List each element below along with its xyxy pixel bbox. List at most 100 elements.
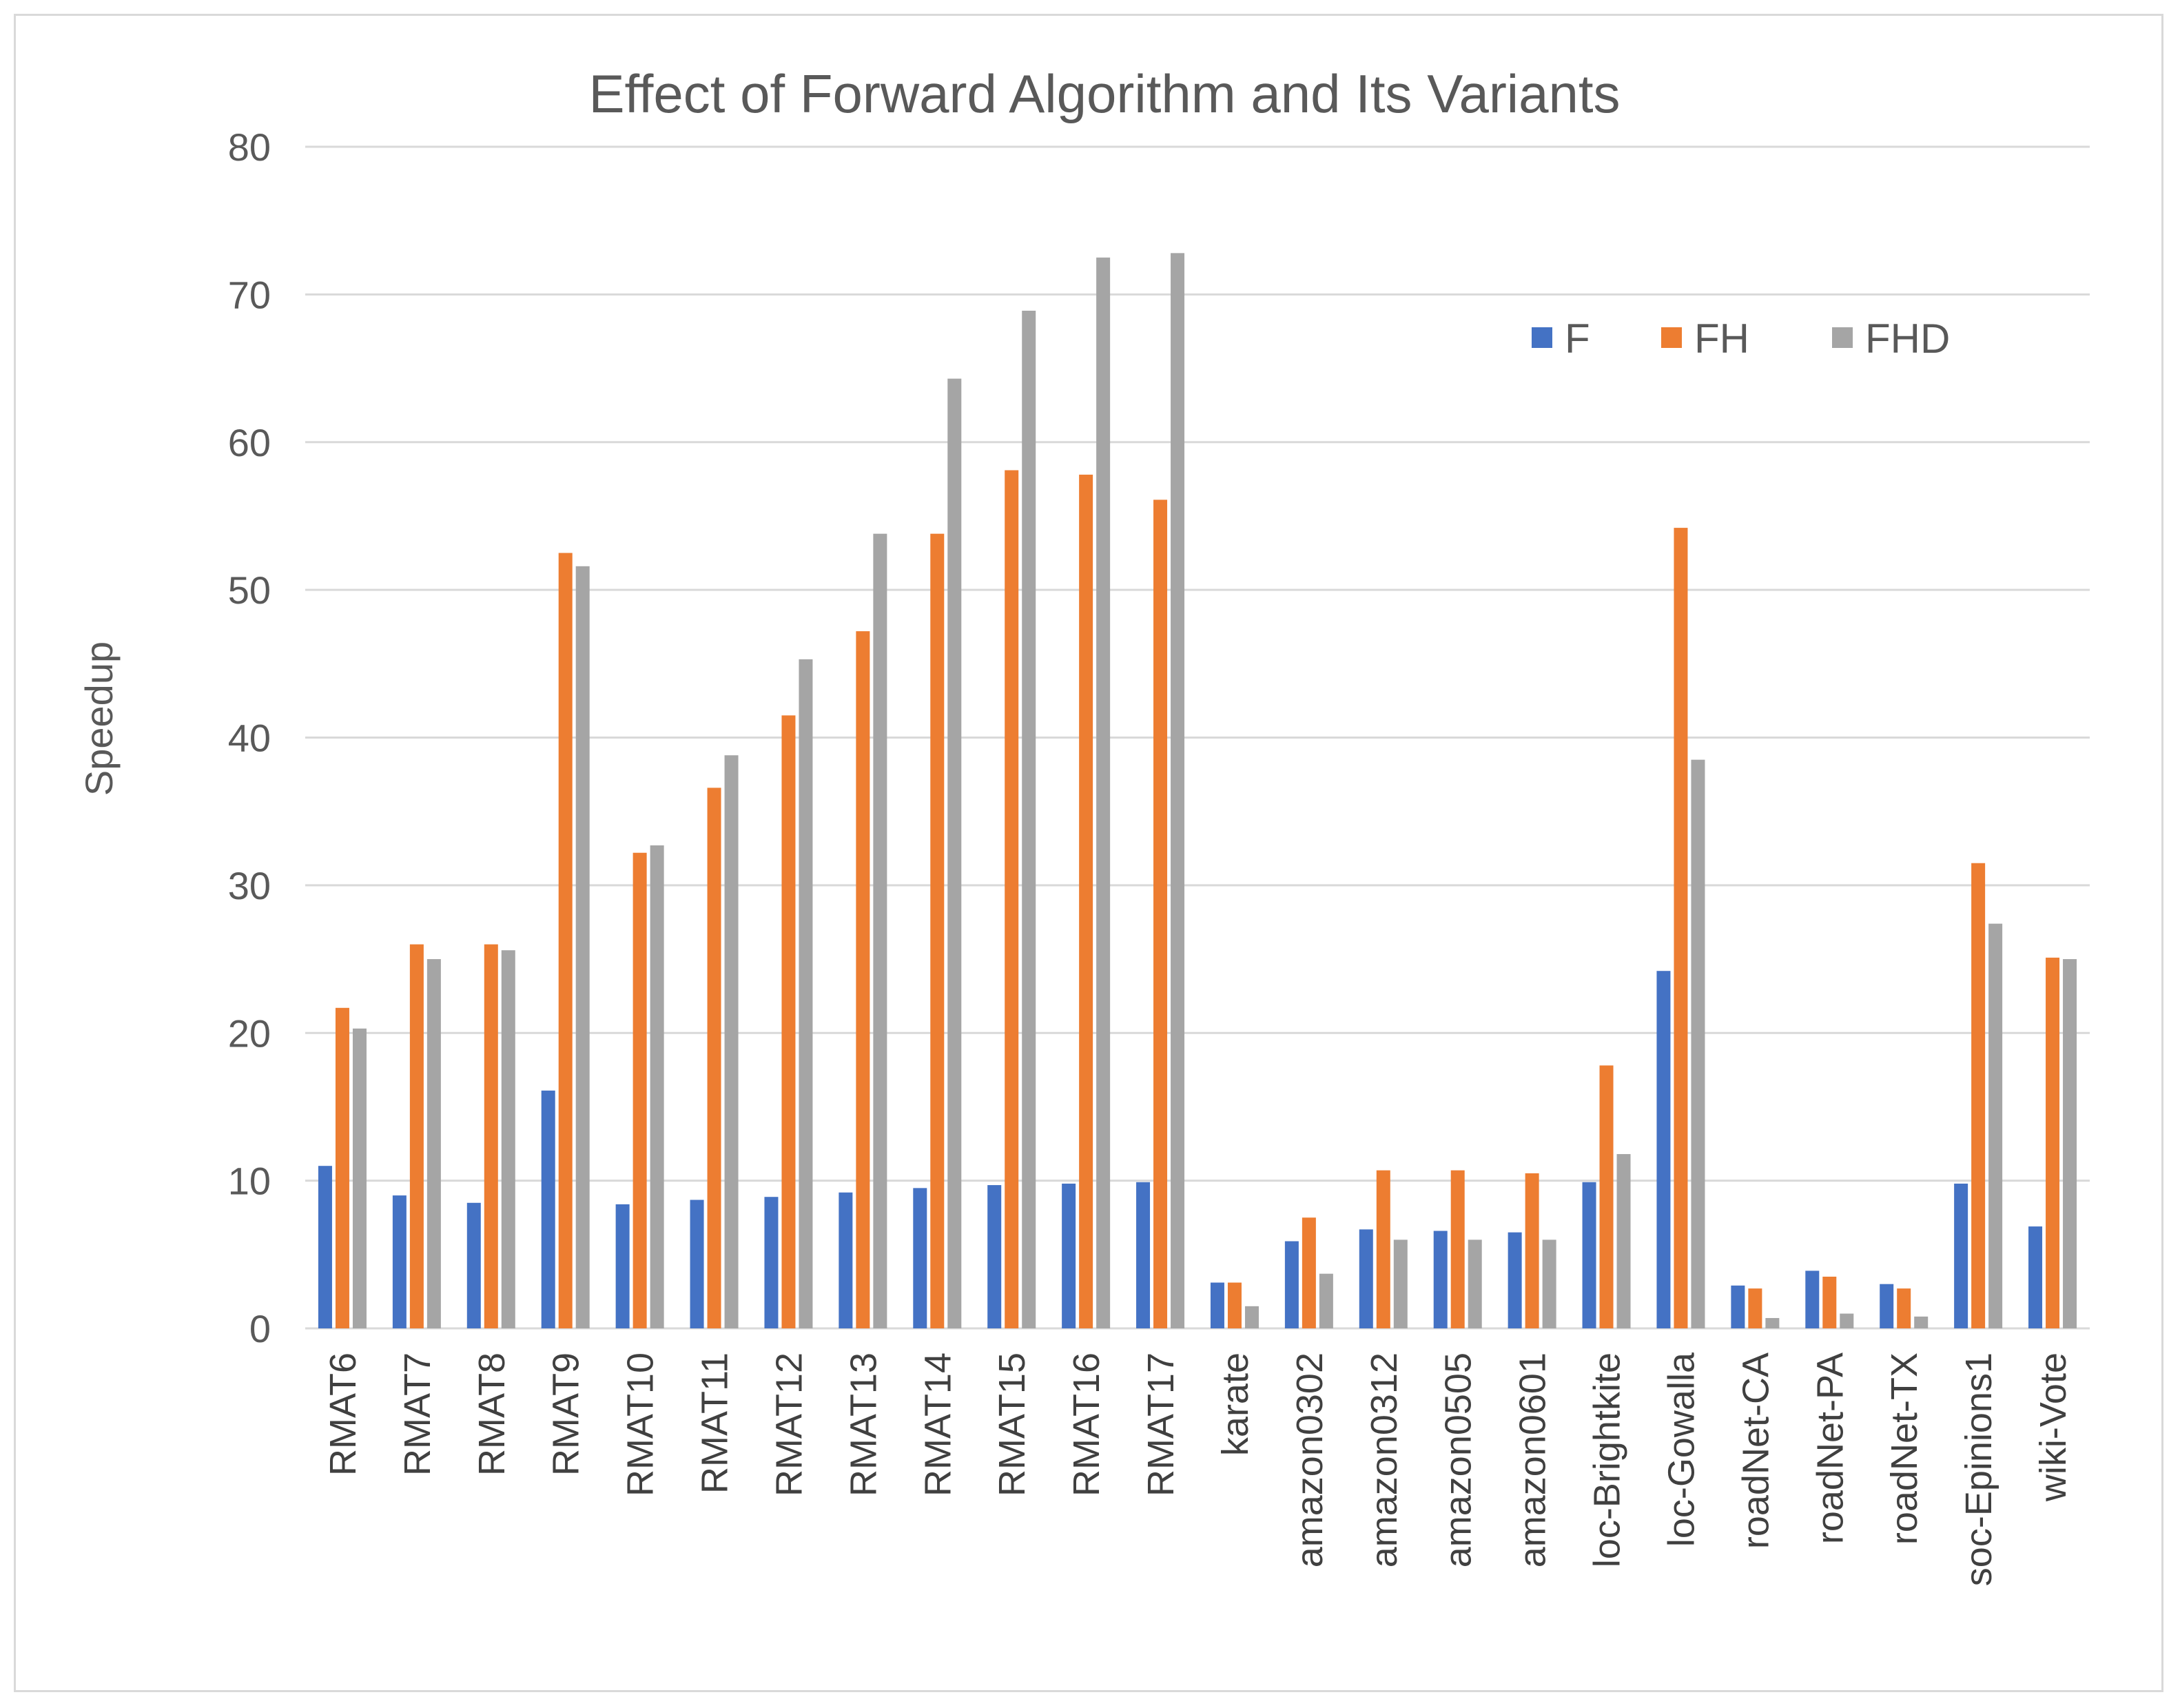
bar-group-RMAT6 <box>318 1007 367 1328</box>
legend-swatch-FH <box>1661 327 1682 348</box>
bar-FHD-roadNet-PA <box>1840 1313 1854 1328</box>
bar-FHD-RMAT16 <box>1096 257 1111 1328</box>
bar-FH-amazon0312 <box>1376 1170 1390 1328</box>
legend-item-FH: FH <box>1661 316 1749 362</box>
bar-F-RMAT16 <box>1062 1183 1076 1328</box>
bar-F-RMAT11 <box>690 1200 704 1328</box>
bar-group-RMAT17 <box>1136 253 1185 1329</box>
bar-FHD-karate <box>1244 1306 1259 1328</box>
bar-group-RMAT9 <box>541 553 590 1329</box>
x-category-label: RMAT6 <box>322 1352 364 1476</box>
chart-frame: Effect of Forward Algorithm and Its Vari… <box>14 14 2163 1692</box>
bar-group-loc-Brightkite <box>1582 1065 1631 1328</box>
x-category-label: roadNet-PA <box>1809 1352 1851 1544</box>
bar-group-RMAT12 <box>764 659 813 1328</box>
x-category-label: amazon0601 <box>1512 1352 1554 1567</box>
bars <box>318 253 2077 1329</box>
bar-FH-roadNet-TX <box>1897 1288 1911 1328</box>
y-tick-label: 30 <box>228 864 271 907</box>
bar-F-wiki-Vote <box>2028 1226 2043 1328</box>
legend-item-F: F <box>1532 316 1590 362</box>
x-category-label: roadNet-CA <box>1735 1352 1776 1549</box>
bar-FH-RMAT13 <box>856 631 870 1328</box>
gridlines <box>305 145 2090 1330</box>
bar-FH-RMAT8 <box>484 944 498 1328</box>
x-category-label: loc-Gowalla <box>1660 1352 1702 1547</box>
bar-chart: Effect of Forward Algorithm and Its Vari… <box>77 63 2090 1586</box>
bar-FHD-loc-Gowalla <box>1691 759 1705 1328</box>
bar-FH-roadNet-PA <box>1822 1276 1837 1328</box>
x-category-label: RMAT10 <box>620 1352 661 1496</box>
bar-F-roadNet-CA <box>1731 1285 1745 1328</box>
x-category-label: RMAT9 <box>546 1352 587 1476</box>
bar-FHD-loc-Brightkite <box>1616 1154 1631 1328</box>
x-category-label: karate <box>1215 1352 1256 1456</box>
bar-FHD-RMAT14 <box>947 378 962 1328</box>
bar-FHD-RMAT13 <box>873 533 887 1328</box>
y-tick-label: 70 <box>228 273 271 316</box>
y-tick-label: 60 <box>228 421 271 464</box>
y-axis-title: Speedup <box>77 641 121 796</box>
bar-F-RMAT15 <box>987 1185 1002 1328</box>
bar-FH-loc-Gowalla <box>1674 528 1688 1328</box>
x-category-label: wiki-Vote <box>2033 1352 2074 1502</box>
x-category-label: amazon0302 <box>1289 1352 1330 1567</box>
y-tick-label: 50 <box>228 568 271 612</box>
bar-FH-RMAT11 <box>707 788 721 1328</box>
bar-FH-RMAT7 <box>409 944 424 1328</box>
bar-FH-RMAT14 <box>930 533 945 1328</box>
bar-FHD-roadNet-TX <box>1914 1316 1929 1328</box>
x-category-label: amazon0312 <box>1364 1352 1405 1567</box>
bar-F-RMAT14 <box>913 1188 927 1328</box>
bar-FH-RMAT15 <box>1005 470 1019 1329</box>
bar-FHD-RMAT11 <box>724 755 739 1328</box>
legend-swatch-F <box>1532 327 1552 348</box>
bar-F-RMAT10 <box>615 1204 630 1328</box>
legend: F FH FHD <box>1532 316 1950 362</box>
y-tick-label: 20 <box>228 1011 271 1055</box>
chart-title: Effect of Forward Algorithm and Its Vari… <box>588 63 1620 124</box>
bar-group-RMAT11 <box>690 755 739 1328</box>
bar-group-RMAT10 <box>615 845 664 1328</box>
bar-FHD-soc-Epinions1 <box>1988 923 2003 1328</box>
x-category-label: RMAT12 <box>768 1352 810 1496</box>
bar-group-wiki-Vote <box>2028 957 2077 1328</box>
bar-FH-soc-Epinions1 <box>1971 863 1986 1328</box>
x-category-label: RMAT17 <box>1140 1352 1182 1496</box>
bar-group-loc-Gowalla <box>1656 528 1705 1328</box>
bar-group-RMAT8 <box>466 944 515 1328</box>
bar-FHD-RMAT10 <box>650 845 664 1328</box>
bar-FHD-RMAT17 <box>1171 253 1185 1329</box>
bar-F-loc-Brightkite <box>1582 1182 1596 1328</box>
x-category-label: RMAT14 <box>917 1352 958 1496</box>
legend-label-FH: FH <box>1694 316 1749 362</box>
bar-FH-roadNet-CA <box>1748 1288 1762 1328</box>
bar-group-RMAT14 <box>913 378 962 1328</box>
bar-F-karate <box>1210 1282 1224 1328</box>
bar-F-roadNet-TX <box>1880 1284 1894 1328</box>
bar-FH-RMAT17 <box>1153 500 1168 1329</box>
bar-FH-amazon0302 <box>1302 1217 1316 1328</box>
bar-F-roadNet-PA <box>1805 1270 1820 1328</box>
x-category-label: RMAT15 <box>991 1352 1033 1496</box>
bar-group-RMAT16 <box>1062 257 1111 1328</box>
bar-FHD-amazon0505 <box>1468 1239 1482 1328</box>
x-category-label: RMAT13 <box>843 1352 884 1496</box>
bar-FH-loc-Brightkite <box>1599 1065 1614 1328</box>
bar-group-RMAT13 <box>839 533 887 1328</box>
bar-group-RMAT7 <box>392 944 441 1328</box>
y-axis-ticks: 0 10 20 30 40 50 60 70 80 <box>228 125 271 1350</box>
bar-group-soc-Epinions1 <box>1954 863 2003 1328</box>
bar-FHD-amazon0312 <box>1393 1239 1408 1328</box>
bar-FH-RMAT6 <box>335 1007 349 1328</box>
bar-F-amazon0601 <box>1508 1232 1522 1328</box>
bar-FH-karate <box>1227 1282 1242 1328</box>
bar-group-roadNet-TX <box>1880 1284 1929 1328</box>
bar-F-RMAT9 <box>541 1090 555 1328</box>
legend-label-F: F <box>1565 316 1590 362</box>
bar-FHD-RMAT6 <box>352 1028 367 1328</box>
y-tick-label: 40 <box>228 717 271 760</box>
bar-F-amazon0302 <box>1284 1241 1299 1328</box>
x-axis-labels: RMAT6 RMAT7 RMAT8 RMAT9 RMAT10 RMAT11 RMAT12 RM… <box>322 1352 2074 1586</box>
bar-group-amazon0505 <box>1433 1170 1482 1328</box>
